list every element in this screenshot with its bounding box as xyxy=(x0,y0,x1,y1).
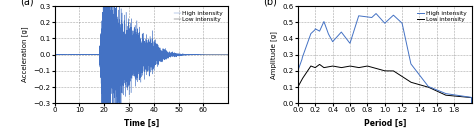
Legend: High intensity, Low intensity: High intensity, Low intensity xyxy=(415,9,469,25)
Text: (b): (b) xyxy=(263,0,277,6)
High intensity xyxy=(365,16,371,18)
High intensity xyxy=(61,54,66,55)
High intensity xyxy=(97,53,103,54)
Low intensity xyxy=(317,64,322,65)
Text: (a): (a) xyxy=(20,0,33,6)
Low intensity xyxy=(434,90,439,92)
High intensity xyxy=(414,72,420,73)
High intensity xyxy=(313,28,319,30)
Line: Low intensity: Low intensity xyxy=(298,64,472,103)
High intensity xyxy=(469,102,474,104)
Legend: High intensity, Low intensity: High intensity, Low intensity xyxy=(171,9,226,25)
Low intensity xyxy=(102,74,108,75)
Line: High intensity: High intensity xyxy=(55,0,228,135)
High intensity xyxy=(431,88,437,89)
High intensity xyxy=(372,14,377,16)
Low intensity xyxy=(226,54,231,55)
High intensity xyxy=(295,70,301,72)
Line: High intensity: High intensity xyxy=(298,14,472,103)
High intensity xyxy=(52,54,57,55)
Low intensity xyxy=(136,49,142,50)
X-axis label: Time [s]: Time [s] xyxy=(124,119,159,128)
Low intensity xyxy=(118,40,123,41)
Low intensity xyxy=(61,54,66,55)
High intensity xyxy=(373,13,379,14)
Low intensity xyxy=(169,54,175,56)
High intensity xyxy=(118,58,123,60)
High intensity xyxy=(434,89,439,91)
High intensity xyxy=(121,42,127,44)
Low intensity xyxy=(469,102,474,104)
Low intensity xyxy=(414,83,420,85)
High intensity xyxy=(169,54,175,55)
X-axis label: Period [s]: Period [s] xyxy=(364,119,406,128)
Low intensity xyxy=(313,67,319,68)
Low intensity xyxy=(52,54,57,55)
High intensity xyxy=(136,58,142,60)
Low intensity xyxy=(121,58,127,60)
Y-axis label: Amplitude [g]: Amplitude [g] xyxy=(270,31,277,79)
Y-axis label: Acceleration [g]: Acceleration [g] xyxy=(21,27,27,82)
Low intensity xyxy=(372,67,377,69)
Low intensity xyxy=(103,18,109,20)
Low intensity xyxy=(97,53,103,55)
Low intensity xyxy=(431,89,437,90)
Low intensity xyxy=(295,86,301,88)
High intensity xyxy=(226,54,231,55)
Line: Low intensity: Low intensity xyxy=(55,19,228,75)
Low intensity xyxy=(365,65,371,67)
